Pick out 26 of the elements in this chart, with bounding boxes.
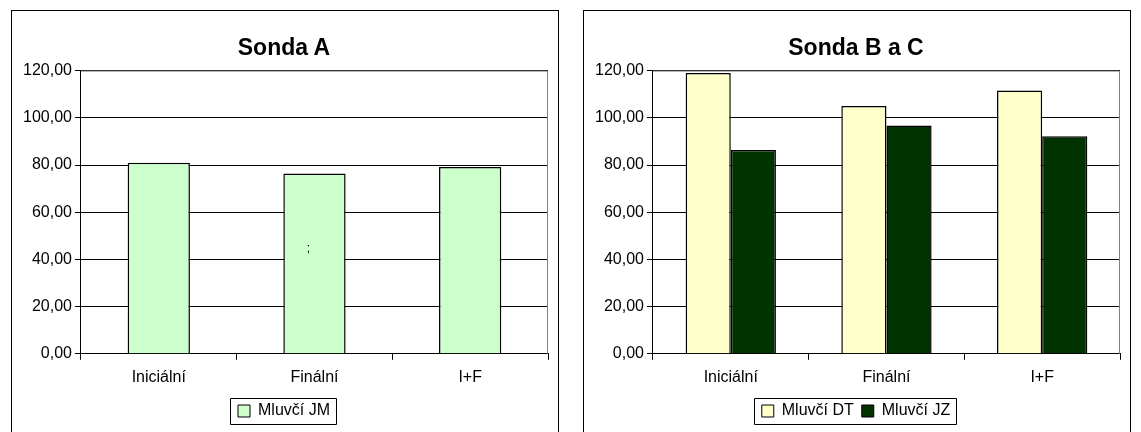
x-tick-label: Iniciální xyxy=(703,367,759,385)
y-tick-label: 120,00 xyxy=(23,61,73,79)
y-tick-label: 20,00 xyxy=(31,297,73,315)
y-tick-label: 100,00 xyxy=(595,108,645,126)
x-tick-label: I+F xyxy=(458,367,483,385)
y-tick-label: 120,00 xyxy=(595,61,645,79)
y-tick-label: 60,00 xyxy=(31,202,73,220)
y-tick-label: 60,00 xyxy=(603,202,645,220)
annotation: ; xyxy=(306,241,311,256)
y-tick-label: 0,00 xyxy=(612,344,645,362)
x-tick-label: Finální xyxy=(290,367,340,385)
legend-label: Mluvčí JZ xyxy=(881,401,951,419)
y-tick-label: 100,00 xyxy=(23,108,73,126)
y-tick-label: 80,00 xyxy=(31,155,73,173)
legend-label: Mluvčí JM xyxy=(258,401,330,419)
x-tick-label: I+F xyxy=(1030,367,1055,385)
y-tick-label: 0,00 xyxy=(40,344,73,362)
chart-title: Sonda B a C xyxy=(788,34,924,61)
y-tick-label: 40,00 xyxy=(603,249,645,267)
y-tick-label: 20,00 xyxy=(603,297,645,315)
chart-title: Sonda A xyxy=(237,34,331,61)
x-tick-label: Iniciální xyxy=(131,367,187,385)
y-tick-label: 40,00 xyxy=(31,249,73,267)
legend-label: Mluvčí DT xyxy=(781,401,854,419)
x-tick-label: Finální xyxy=(862,367,912,385)
y-tick-label: 80,00 xyxy=(603,155,645,173)
